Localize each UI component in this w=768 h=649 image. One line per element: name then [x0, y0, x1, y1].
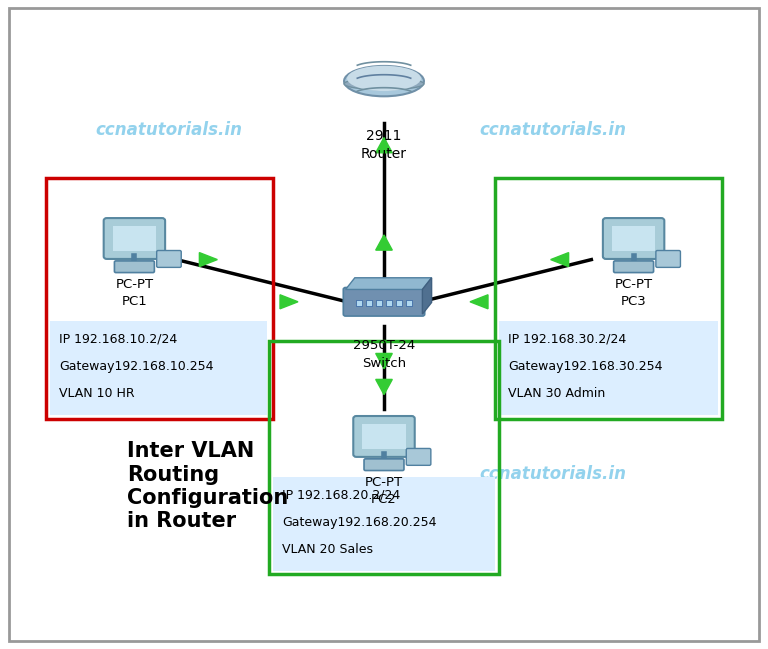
Bar: [612, 226, 655, 251]
Text: 2950T-24: 2950T-24: [353, 339, 415, 352]
Polygon shape: [551, 252, 568, 267]
FancyBboxPatch shape: [104, 218, 165, 259]
Ellipse shape: [344, 66, 424, 96]
Bar: [396, 300, 402, 306]
Text: PC-PT: PC-PT: [115, 278, 154, 291]
Text: PC-PT: PC-PT: [614, 278, 653, 291]
Text: Gateway192.168.30.254: Gateway192.168.30.254: [508, 360, 663, 373]
Polygon shape: [422, 278, 432, 314]
Bar: [113, 226, 156, 251]
Ellipse shape: [347, 66, 421, 91]
Bar: [406, 300, 412, 306]
Text: PC3: PC3: [621, 295, 647, 308]
Ellipse shape: [344, 78, 424, 90]
Text: ccnatutorials.in: ccnatutorials.in: [479, 121, 627, 139]
Polygon shape: [470, 295, 488, 309]
FancyBboxPatch shape: [603, 218, 664, 259]
Text: PC2: PC2: [371, 493, 397, 506]
Text: VLAN 20 Sales: VLAN 20 Sales: [282, 543, 372, 556]
FancyBboxPatch shape: [656, 251, 680, 267]
Polygon shape: [376, 235, 392, 250]
Polygon shape: [376, 138, 392, 153]
Text: IP 192.168.10.2/24: IP 192.168.10.2/24: [59, 333, 177, 346]
Text: ccnatutorials.in: ccnatutorials.in: [479, 465, 627, 483]
Polygon shape: [376, 380, 392, 395]
Polygon shape: [200, 252, 217, 267]
Text: Router: Router: [361, 147, 407, 162]
Bar: [273, 477, 495, 571]
FancyBboxPatch shape: [343, 288, 425, 316]
Bar: [376, 300, 382, 306]
Bar: [46, 178, 273, 419]
FancyBboxPatch shape: [614, 261, 654, 273]
Text: Inter VLAN
Routing
Configuration
in Router: Inter VLAN Routing Configuration in Rout…: [127, 441, 288, 531]
Bar: [499, 321, 718, 415]
Text: ccnatutorials.in: ccnatutorials.in: [95, 121, 243, 139]
Bar: [50, 321, 267, 415]
Polygon shape: [376, 354, 392, 369]
FancyBboxPatch shape: [406, 448, 431, 465]
Text: Gateway192.168.10.254: Gateway192.168.10.254: [59, 360, 214, 373]
Bar: [366, 300, 372, 306]
Bar: [269, 341, 499, 574]
Text: IP 192.168.20.2/24: IP 192.168.20.2/24: [282, 489, 400, 502]
Text: Gateway192.168.20.254: Gateway192.168.20.254: [282, 516, 436, 529]
FancyBboxPatch shape: [353, 416, 415, 457]
Bar: [356, 300, 362, 306]
Polygon shape: [346, 278, 432, 289]
Text: 2911: 2911: [366, 129, 402, 143]
Bar: [362, 424, 406, 449]
Text: IP 192.168.30.2/24: IP 192.168.30.2/24: [508, 333, 627, 346]
Text: PC-PT: PC-PT: [365, 476, 403, 489]
Text: VLAN 10 HR: VLAN 10 HR: [59, 387, 134, 400]
Text: PC1: PC1: [121, 295, 147, 308]
Bar: [386, 300, 392, 306]
FancyBboxPatch shape: [364, 459, 404, 471]
Text: Switch: Switch: [362, 357, 406, 370]
Polygon shape: [280, 295, 298, 309]
FancyBboxPatch shape: [157, 251, 181, 267]
FancyBboxPatch shape: [114, 261, 154, 273]
Text: VLAN 30 Admin: VLAN 30 Admin: [508, 387, 606, 400]
Bar: [495, 178, 722, 419]
